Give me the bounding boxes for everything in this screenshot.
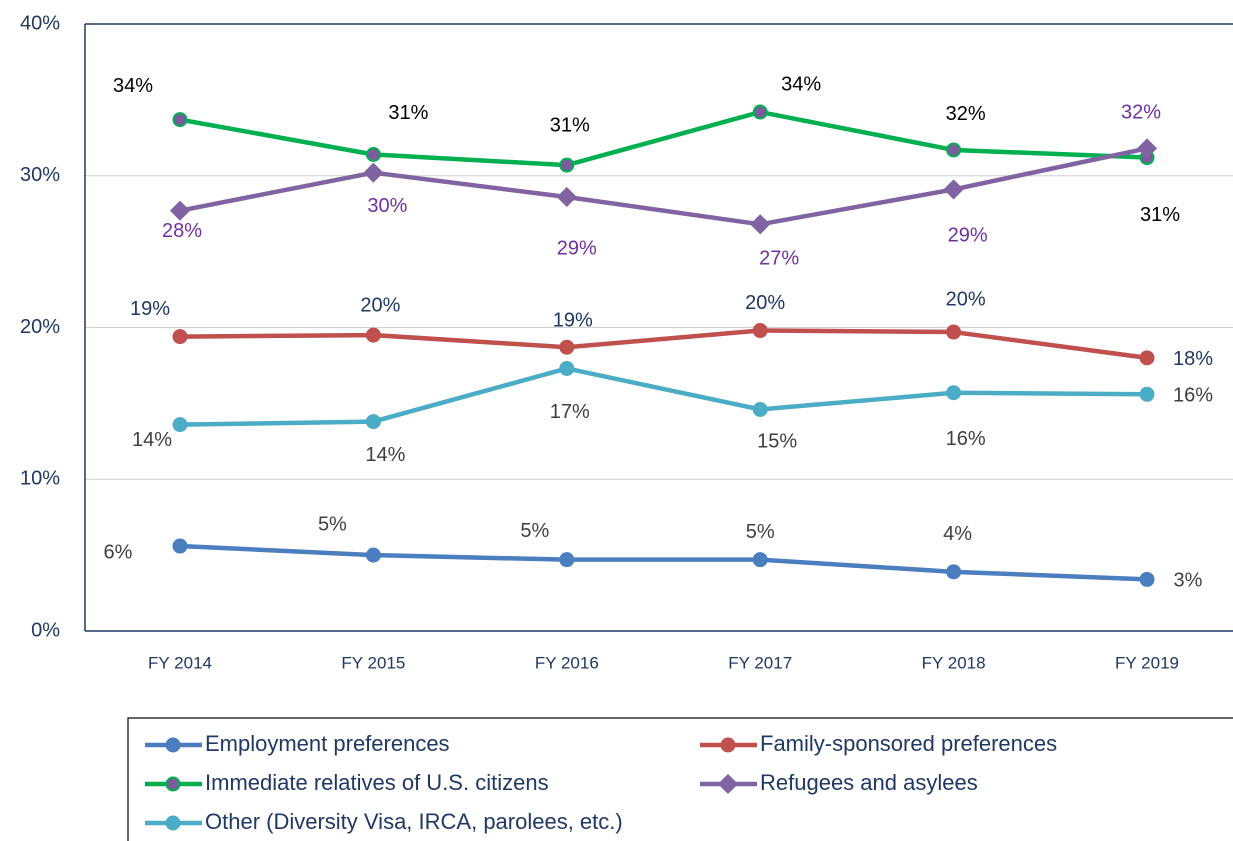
- legend-marker: [165, 737, 181, 753]
- series-line: [179, 543, 1148, 582]
- data-point: [946, 564, 962, 580]
- data-label: 31%: [388, 102, 428, 124]
- data-label: 14%: [132, 429, 172, 451]
- data-label: 4%: [943, 523, 972, 545]
- x-tick-label: FY 2014: [148, 653, 212, 672]
- data-point: [556, 186, 577, 208]
- data-point: [943, 179, 964, 200]
- series-line: [179, 109, 1148, 168]
- data-label: 6%: [104, 541, 133, 563]
- legend-marker: [165, 815, 181, 831]
- data-label: 14%: [365, 444, 405, 466]
- x-tick-label: FY 2017: [728, 653, 792, 672]
- data-label: 32%: [1121, 102, 1161, 124]
- data-label: 34%: [781, 73, 821, 95]
- data-point: [1139, 386, 1155, 402]
- data-label: 31%: [550, 114, 590, 136]
- x-tick-label: FY 2019: [1115, 653, 1179, 672]
- x-tick-label: FY 2015: [341, 653, 405, 672]
- data-point: [752, 401, 768, 417]
- data-label: 5%: [318, 513, 347, 535]
- data-label: 18%: [1173, 348, 1213, 370]
- data-point: [752, 104, 768, 120]
- data-point: [946, 385, 962, 401]
- data-point: [363, 162, 384, 183]
- data-point: [559, 360, 575, 376]
- data-point: [752, 552, 768, 568]
- legend-marker: [720, 737, 736, 753]
- data-point: [172, 329, 188, 345]
- data-label: 29%: [557, 237, 597, 259]
- legend-box: [127, 717, 1233, 841]
- data-point: [365, 414, 381, 430]
- data-point: [1139, 571, 1155, 587]
- data-point: [750, 214, 771, 235]
- data-point: [172, 112, 188, 128]
- data-point: [365, 147, 381, 163]
- y-tick-label: 30%: [20, 164, 60, 186]
- legend-label: Refugees and asylees: [760, 770, 978, 795]
- data-point: [1136, 138, 1158, 159]
- data-point: [559, 552, 575, 568]
- data-label: 30%: [367, 195, 407, 217]
- y-tick-label: 10%: [20, 468, 60, 490]
- data-label: 32%: [946, 103, 986, 125]
- legend-marker: [717, 773, 739, 795]
- data-label: 28%: [162, 220, 202, 242]
- data-label: 27%: [759, 248, 799, 270]
- legend-label: Employment preferences: [205, 731, 450, 756]
- data-label: 20%: [745, 292, 785, 314]
- series-line: [179, 366, 1148, 427]
- data-label: 19%: [130, 298, 170, 320]
- series-line: [179, 146, 1148, 227]
- data-point: [172, 538, 188, 554]
- data-label: 17%: [550, 401, 590, 423]
- y-tick-label: 20%: [20, 316, 60, 338]
- data-label: 19%: [553, 310, 593, 332]
- legend-label: Family-sponsored preferences: [760, 731, 1057, 756]
- data-point: [172, 417, 188, 433]
- data-point: [365, 547, 381, 563]
- legend-label: Immediate relatives of U.S. citizens: [205, 770, 549, 795]
- data-label: 16%: [1173, 385, 1213, 407]
- legend-marker: [165, 776, 181, 792]
- data-label: 5%: [746, 521, 775, 543]
- data-label: 16%: [946, 428, 986, 450]
- legend-label: Other (Diversity Visa, IRCA, parolees, e…: [205, 809, 623, 834]
- data-label: 3%: [1174, 570, 1203, 592]
- data-label: 34%: [113, 75, 153, 97]
- data-point: [1139, 350, 1155, 366]
- x-tick-label: FY 2018: [922, 653, 986, 672]
- data-label: 31%: [1140, 204, 1180, 226]
- data-label: 20%: [946, 288, 986, 310]
- data-label: 5%: [520, 520, 549, 542]
- data-label: 20%: [360, 294, 400, 316]
- data-point: [169, 200, 191, 221]
- x-tick-label: FY 2016: [535, 653, 599, 672]
- data-point: [946, 142, 962, 158]
- data-label: 29%: [948, 225, 988, 247]
- data-point: [559, 339, 575, 355]
- series-line: [179, 328, 1148, 361]
- data-point: [559, 157, 575, 173]
- data-label: 15%: [757, 431, 797, 453]
- data-point: [365, 327, 381, 343]
- data-point: [946, 324, 962, 340]
- data-point: [752, 323, 768, 339]
- y-tick-label: 0%: [31, 619, 60, 641]
- y-tick-label: 40%: [20, 12, 60, 34]
